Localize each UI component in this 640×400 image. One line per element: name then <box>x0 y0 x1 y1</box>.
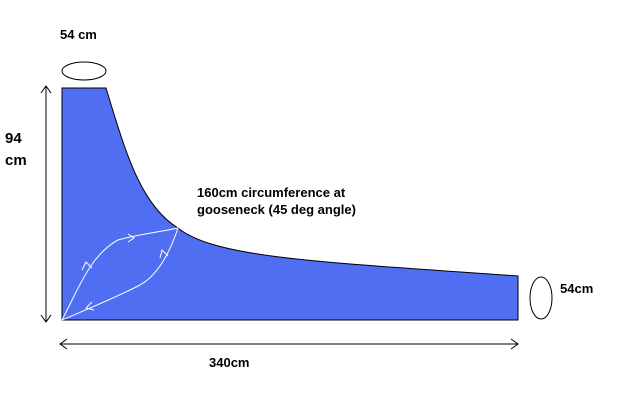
gooseneck-label: 160cm circumference at gooseneck (45 deg… <box>197 184 356 218</box>
height-label: 94 cm <box>5 128 27 172</box>
right-opening-ellipse <box>529 276 553 320</box>
flow-arrows <box>61 227 179 321</box>
top-opening-label: 54 cm <box>60 27 97 42</box>
length-label: 340cm <box>209 355 250 370</box>
right-opening-label: 54cm <box>560 281 594 296</box>
height-label-value: 94 <box>5 130 22 147</box>
tube-shape <box>61 87 519 321</box>
length-dimension-arrow <box>59 338 519 350</box>
height-label-unit: cm <box>5 152 27 169</box>
height-dimension-arrow <box>40 85 52 323</box>
gooseneck-label-line2: gooseneck (45 deg angle) <box>197 202 356 217</box>
gooseneck-label-line1: 160cm circumference at <box>197 185 346 200</box>
top-opening-ellipse <box>61 61 107 81</box>
